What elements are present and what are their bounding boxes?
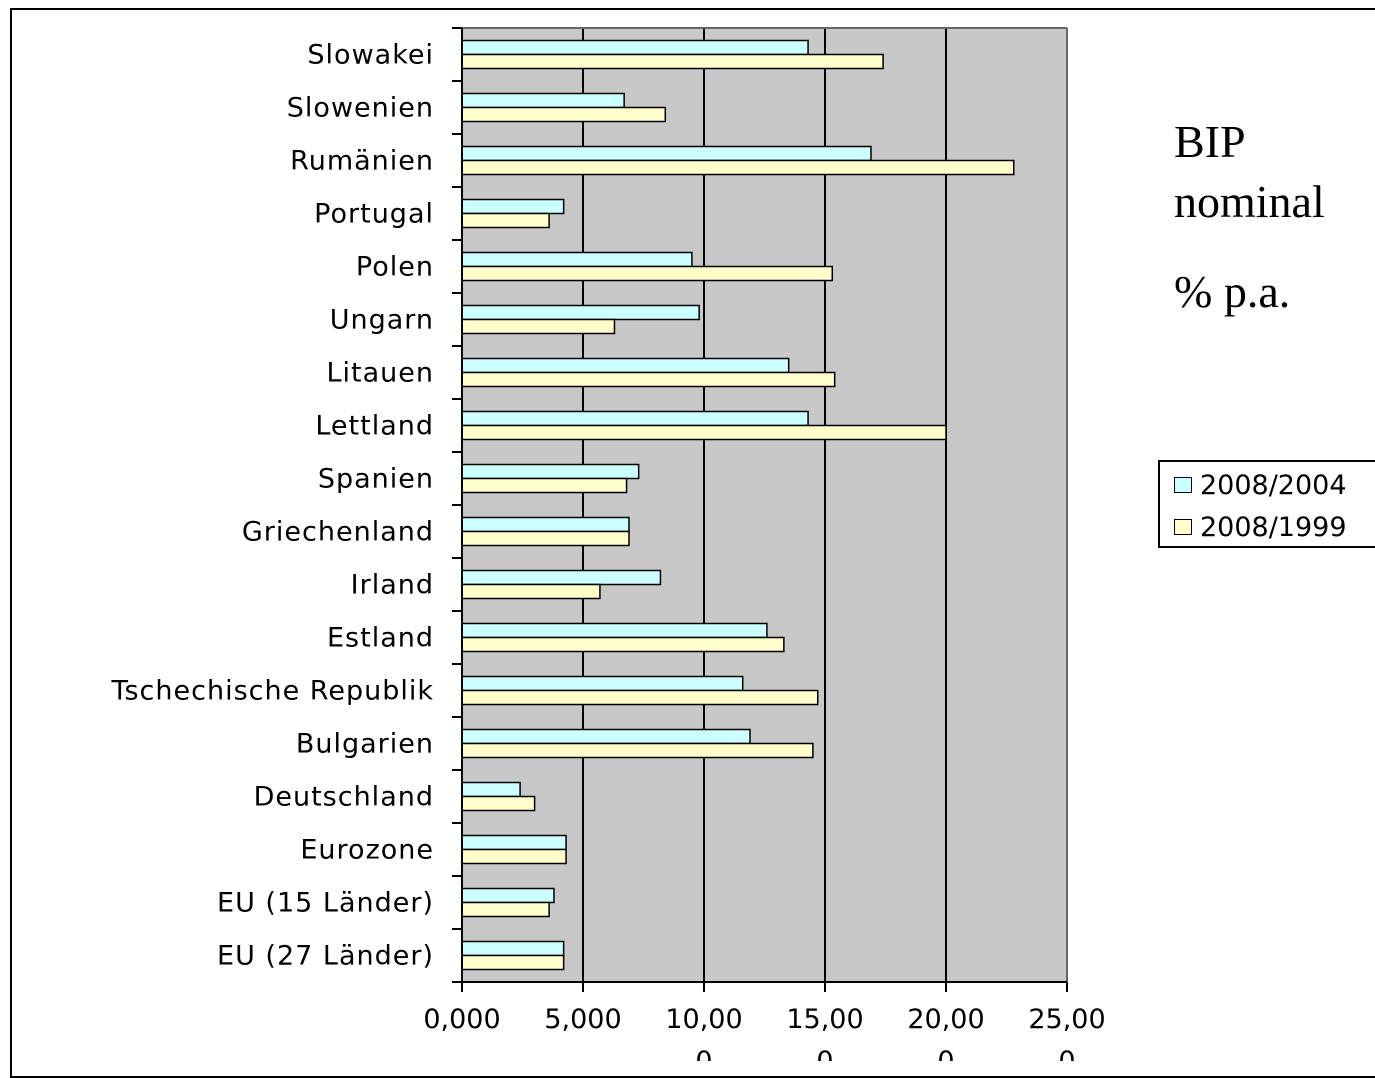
bar-2008-1999	[462, 850, 566, 864]
side-title: BIP nominal % p.a.	[1174, 112, 1325, 322]
bar-2008-2004	[462, 571, 660, 585]
side-title-line1: BIP	[1174, 116, 1246, 167]
category-label: Estland	[327, 623, 434, 654]
legend-swatch-2008-2004	[1174, 477, 1192, 493]
bar-2008-1999	[462, 744, 813, 758]
bar-2008-1999	[462, 903, 549, 917]
category-label: EU (15 Länder)	[217, 888, 434, 919]
x-tick-label: 0,000	[423, 1004, 500, 1035]
legend-item-2008-2004: 2008/2004	[1174, 468, 1347, 502]
category-label: Eurozone	[300, 835, 434, 866]
bar-2008-2004	[462, 412, 808, 426]
bar-2008-1999	[462, 797, 535, 811]
legend-label-2008-2004: 2008/2004	[1200, 470, 1347, 501]
category-label: Ungarn	[330, 305, 434, 336]
category-label: Bulgarien	[296, 729, 434, 760]
bar-2008-2004	[462, 359, 789, 373]
bar-2008-1999	[462, 320, 614, 334]
bar-2008-1999	[462, 214, 549, 228]
bar-2008-2004	[462, 147, 871, 161]
x-tick-label: 25,00	[1028, 1004, 1105, 1035]
category-label: Litauen	[326, 358, 434, 389]
x-tick-label-wrap: 0	[937, 1046, 954, 1061]
side-title-line2: nominal	[1174, 176, 1325, 227]
bar-2008-1999	[462, 426, 946, 440]
bar-2008-2004	[462, 889, 554, 903]
bar-2008-1999	[462, 373, 835, 387]
category-label: Deutschland	[254, 782, 434, 813]
x-tick-label: 15,00	[786, 1004, 863, 1035]
category-label: Irland	[351, 570, 434, 601]
x-tick-label-wrap: 0	[816, 1046, 833, 1061]
bar-2008-1999	[462, 638, 784, 652]
bar-2008-1999	[462, 479, 627, 493]
bar-2008-2004	[462, 836, 566, 850]
x-tick-label: 5,000	[544, 1004, 621, 1035]
x-tick-label-wrap: 0	[695, 1046, 712, 1061]
category-label: Tschechische Republik	[110, 676, 434, 707]
bar-2008-2004	[462, 200, 564, 214]
category-label: Slowenien	[287, 93, 434, 124]
legend-label-2008-1999: 2008/1999	[1200, 512, 1347, 543]
bar-2008-1999	[462, 55, 883, 69]
category-label: Portugal	[314, 199, 434, 230]
category-label: Griechenland	[242, 517, 434, 548]
bar-2008-1999	[462, 532, 629, 546]
category-label: EU (27 Länder)	[217, 941, 434, 972]
bar-2008-1999	[462, 585, 600, 599]
bar-2008-1999	[462, 161, 1014, 175]
bar-2008-1999	[462, 956, 564, 970]
category-label: Lettland	[315, 411, 434, 442]
category-label: Slowakei	[307, 40, 434, 71]
bar-2008-2004	[462, 942, 564, 956]
legend-swatch-2008-1999	[1174, 519, 1192, 535]
x-tick-label: 20,00	[907, 1004, 984, 1035]
x-tick-label-wrap: 0	[1058, 1046, 1075, 1061]
bar-2008-2004	[462, 94, 624, 108]
legend: 2008/2004 2008/1999	[1158, 460, 1375, 548]
bar-2008-2004	[462, 306, 699, 320]
x-tick-label: 10,00	[665, 1004, 742, 1035]
bar-2008-1999	[462, 108, 665, 122]
bar-2008-2004	[462, 624, 767, 638]
bar-2008-2004	[462, 783, 520, 797]
bar-2008-1999	[462, 267, 832, 281]
bar-2008-2004	[462, 465, 639, 479]
legend-item-2008-1999: 2008/1999	[1174, 510, 1347, 544]
bar-2008-1999	[462, 691, 818, 705]
bar-2008-2004	[462, 41, 808, 55]
bar-2008-2004	[462, 253, 692, 267]
category-label: Spanien	[318, 464, 434, 495]
bar-2008-2004	[462, 677, 743, 691]
side-title-unit: % p.a.	[1174, 262, 1325, 322]
category-label: Polen	[356, 252, 434, 283]
category-label: Rumänien	[290, 146, 434, 177]
bar-2008-2004	[462, 518, 629, 532]
bar-2008-2004	[462, 730, 750, 744]
